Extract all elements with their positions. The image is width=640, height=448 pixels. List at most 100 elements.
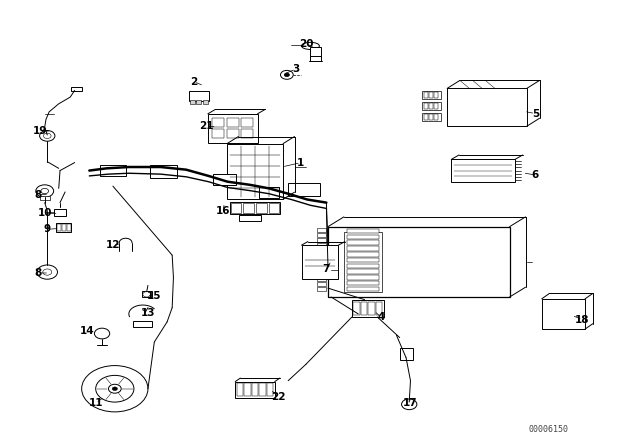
Text: 8: 8 xyxy=(35,190,42,200)
Bar xyxy=(267,383,273,396)
Text: 19: 19 xyxy=(33,125,47,135)
Bar xyxy=(317,263,326,266)
Bar xyxy=(244,383,250,396)
Text: 18: 18 xyxy=(575,315,590,325)
Text: 3: 3 xyxy=(292,64,300,74)
Bar xyxy=(62,224,66,231)
Bar xyxy=(54,209,67,215)
Circle shape xyxy=(143,292,150,297)
Bar xyxy=(347,281,379,285)
Circle shape xyxy=(82,366,148,412)
Text: 17: 17 xyxy=(403,398,418,408)
Bar xyxy=(435,114,438,121)
Circle shape xyxy=(284,73,289,77)
Bar xyxy=(424,103,428,109)
Bar xyxy=(424,92,428,98)
Text: 10: 10 xyxy=(38,208,52,218)
Circle shape xyxy=(41,188,49,194)
Bar xyxy=(376,302,383,315)
Text: 11: 11 xyxy=(88,398,103,408)
Bar xyxy=(317,287,326,291)
Bar xyxy=(243,203,254,213)
Circle shape xyxy=(95,328,109,339)
Bar xyxy=(231,203,241,213)
Text: 14: 14 xyxy=(80,326,95,336)
Bar xyxy=(203,100,208,104)
Circle shape xyxy=(37,265,58,279)
Bar xyxy=(347,241,379,245)
Circle shape xyxy=(44,133,51,138)
Bar xyxy=(213,174,236,185)
Bar xyxy=(208,114,257,143)
Bar xyxy=(241,118,253,127)
Bar xyxy=(196,100,202,104)
Text: 00006150: 00006150 xyxy=(528,425,568,434)
Bar xyxy=(57,224,61,231)
Bar xyxy=(317,282,326,286)
Bar xyxy=(347,258,379,262)
Bar xyxy=(447,88,527,126)
Text: 4: 4 xyxy=(378,313,385,323)
Bar xyxy=(259,383,266,396)
Text: 2: 2 xyxy=(190,77,198,86)
Bar xyxy=(422,91,441,99)
Bar xyxy=(317,243,326,247)
Bar xyxy=(133,321,152,327)
Bar xyxy=(259,187,279,198)
Text: 6: 6 xyxy=(532,170,539,180)
Bar xyxy=(435,92,438,98)
Bar xyxy=(344,232,382,292)
Bar xyxy=(237,383,243,396)
Bar xyxy=(347,287,379,291)
Bar xyxy=(239,215,261,221)
Text: 9: 9 xyxy=(44,224,51,234)
Bar xyxy=(347,229,379,233)
Bar xyxy=(189,91,209,101)
Bar xyxy=(317,233,326,237)
Bar xyxy=(141,291,152,297)
Bar xyxy=(400,349,413,360)
Bar xyxy=(241,129,253,138)
Bar xyxy=(317,253,326,257)
Circle shape xyxy=(401,399,417,409)
Text: 13: 13 xyxy=(141,308,155,318)
Bar xyxy=(310,47,321,56)
Bar xyxy=(347,246,379,251)
Bar xyxy=(541,299,585,329)
Bar xyxy=(347,269,379,274)
Bar xyxy=(227,144,283,199)
Bar xyxy=(252,383,258,396)
Bar xyxy=(190,100,195,104)
Bar xyxy=(429,103,433,109)
Bar xyxy=(317,238,326,242)
Bar xyxy=(269,203,279,213)
Bar xyxy=(422,102,441,110)
Bar xyxy=(429,114,433,121)
Bar xyxy=(422,113,441,121)
Bar xyxy=(317,248,326,252)
Bar xyxy=(328,227,509,297)
Bar xyxy=(347,252,379,257)
Bar xyxy=(56,223,72,233)
Bar xyxy=(301,245,339,279)
Bar xyxy=(236,382,275,398)
Bar xyxy=(347,263,379,268)
Circle shape xyxy=(36,185,54,197)
Text: 15: 15 xyxy=(147,291,161,301)
Bar xyxy=(71,87,83,91)
Bar xyxy=(40,196,50,200)
Bar xyxy=(361,302,367,315)
Bar xyxy=(347,275,379,280)
Bar xyxy=(212,129,224,138)
Bar xyxy=(317,228,326,232)
Text: 12: 12 xyxy=(106,241,120,250)
Bar xyxy=(317,267,326,271)
Bar xyxy=(435,103,438,109)
Circle shape xyxy=(43,269,52,275)
Text: 7: 7 xyxy=(323,264,330,275)
Bar xyxy=(424,114,428,121)
Bar xyxy=(150,165,177,178)
Bar xyxy=(67,224,71,231)
Bar xyxy=(230,202,280,215)
Ellipse shape xyxy=(301,43,319,49)
